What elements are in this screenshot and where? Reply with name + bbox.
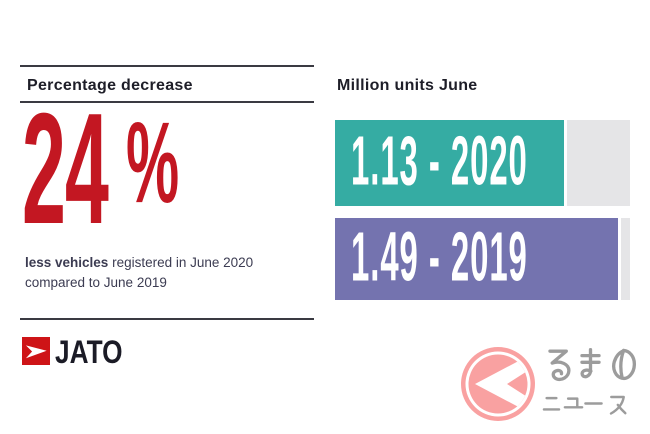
jato-arrow-icon [22, 337, 50, 365]
jato-brand-name: JATO [55, 334, 123, 370]
bar-label-2019: 1.49 - 2019 [351, 217, 528, 296]
divider-top [20, 65, 314, 67]
left-heading: Percentage decrease [27, 77, 193, 94]
bar-label-2020: 1.13 - 2020 [351, 121, 528, 200]
bar-2019: 1.49 - 2019 [335, 218, 621, 300]
stat-description: less vehicles registered in June 2020 co… [25, 253, 315, 293]
bar-track-2020: 1.13 - 2020 [335, 120, 630, 206]
divider-under-heading [20, 101, 314, 103]
kuruma-news-kana-text [544, 350, 634, 414]
stat-percent-sign: % [126, 99, 180, 227]
bar-track-2019: 1.49 - 2019 [335, 218, 630, 300]
divider-above-logo [20, 318, 314, 320]
stat-description-rest: registered in June 2020 compared to June… [25, 255, 254, 290]
right-heading: Million units June [337, 77, 478, 94]
kuruma-news-watermark [461, 340, 642, 421]
kuruma-news-circle-icon [461, 347, 535, 421]
bar-2020: 1.13 - 2020 [335, 120, 567, 206]
stat-value: 24 [22, 81, 109, 257]
stat-description-bold: less vehicles [25, 255, 109, 270]
